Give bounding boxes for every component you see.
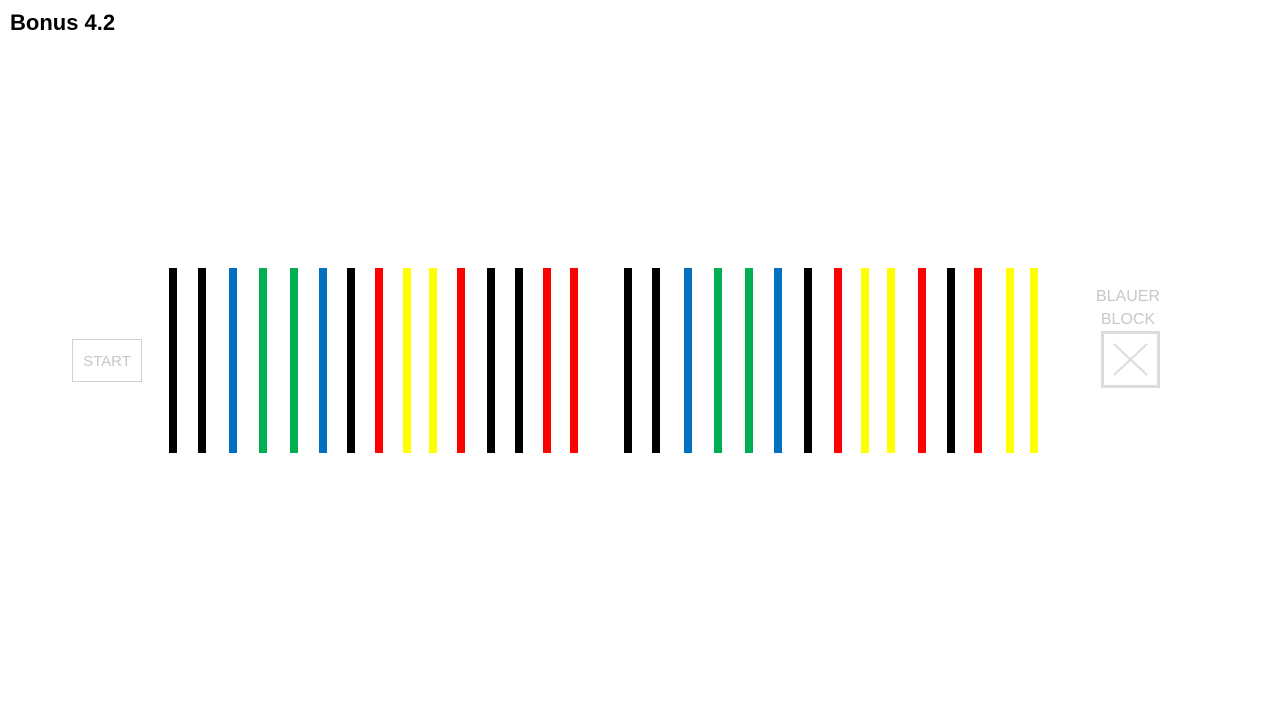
bar <box>974 268 982 453</box>
target-frame <box>1101 331 1160 388</box>
start-label: START <box>83 353 131 370</box>
title: Bonus 4.2 <box>10 10 115 35</box>
bar <box>947 268 955 453</box>
bar <box>745 268 753 453</box>
bar <box>918 268 926 453</box>
bar-sequence <box>169 268 1038 453</box>
target-label: BLAUER <box>1096 288 1160 305</box>
bar <box>714 268 722 453</box>
start-box <box>72 339 142 382</box>
bar <box>487 268 495 453</box>
target-box <box>1101 331 1160 388</box>
bar <box>543 268 551 453</box>
bar <box>570 268 578 453</box>
bar <box>834 268 842 453</box>
bar <box>457 268 465 453</box>
bar <box>861 268 869 453</box>
bar <box>804 268 812 453</box>
bar <box>290 268 298 453</box>
bar <box>684 268 692 453</box>
bar <box>319 268 327 453</box>
bar <box>169 268 177 453</box>
bar <box>347 268 355 453</box>
bar <box>229 268 237 453</box>
bar <box>774 268 782 453</box>
bar <box>1030 268 1038 453</box>
bar <box>429 268 437 453</box>
bar <box>515 268 523 453</box>
bar <box>259 268 267 453</box>
cross-line <box>1113 343 1148 376</box>
bar <box>652 268 660 453</box>
bar <box>198 268 206 453</box>
bar <box>624 268 632 453</box>
bar <box>375 268 383 453</box>
bar <box>887 268 895 453</box>
target-label: BLOCK <box>1101 311 1156 328</box>
bar <box>1006 268 1014 453</box>
bar <box>403 268 411 453</box>
